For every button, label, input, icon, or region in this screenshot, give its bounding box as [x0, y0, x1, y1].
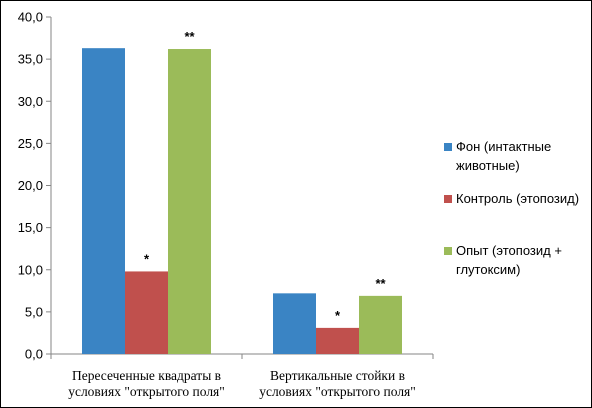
legend-swatch — [444, 247, 452, 255]
y-tick-label: 30,0 — [18, 94, 43, 109]
y-tick-label: 40,0 — [18, 10, 43, 25]
legend-label: Фон (интактные животные) — [456, 137, 592, 175]
y-tick-label: 10,0 — [18, 262, 43, 277]
legend-label-line: животные) — [456, 158, 520, 173]
legend-label-line: Фон (интактные — [456, 139, 552, 154]
bar — [316, 327, 359, 354]
y-tick-label: 15,0 — [18, 220, 43, 235]
y-tick-label: 0,0 — [25, 347, 43, 362]
y-tick-label: 25,0 — [18, 136, 43, 151]
category-label: Пересеченные квадраты в — [72, 368, 221, 383]
legend-label: Опыт (этопозид + глутоксим) — [456, 241, 592, 279]
bar — [125, 271, 168, 354]
data-label: ** — [184, 29, 195, 44]
data-label: * — [335, 308, 341, 323]
bar — [359, 295, 402, 354]
category-label: условиях "открытого поля" — [259, 384, 416, 399]
legend-label-line: Контроль (этопозид) — [456, 191, 580, 206]
legend-label: Контроль (этопозид) — [456, 189, 592, 208]
category-label: Вертикальные стойки в — [270, 368, 405, 383]
y-tick-label: 5,0 — [25, 304, 43, 319]
data-label: ** — [375, 276, 386, 291]
category-label: условиях "открытого поля" — [68, 384, 225, 399]
y-tick-label: 35,0 — [18, 52, 43, 67]
bar — [82, 48, 125, 355]
y-tick-label: 20,0 — [18, 178, 43, 193]
bar — [168, 49, 211, 354]
data-label: * — [144, 251, 150, 266]
legend-label-line: Опыт (этопозид + — [456, 243, 562, 258]
legend-swatch — [444, 195, 452, 203]
legend-label-line: глутоксим) — [456, 262, 521, 277]
legend-swatch — [444, 143, 452, 151]
bar — [273, 293, 316, 354]
